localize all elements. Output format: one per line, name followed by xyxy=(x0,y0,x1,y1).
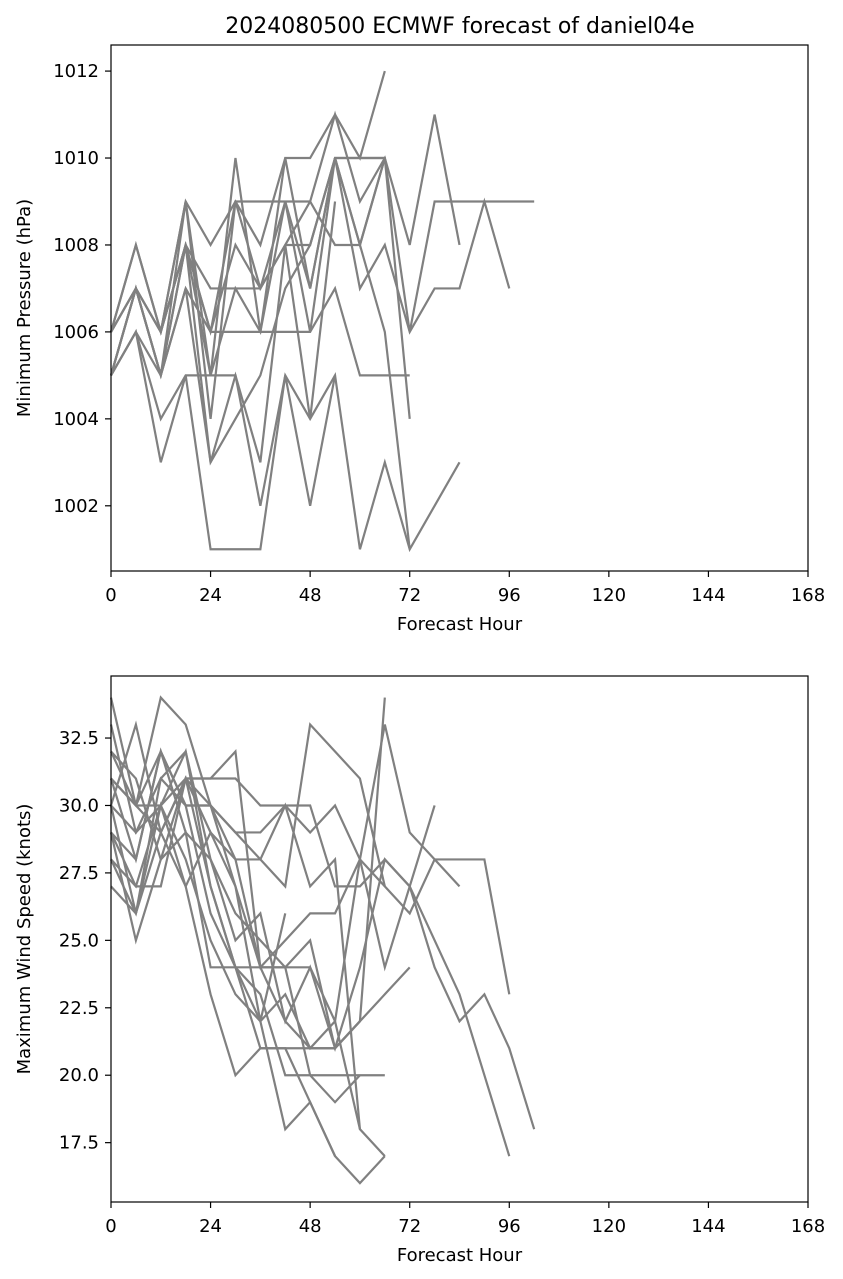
wind-y-tick-label: 30.0 xyxy=(59,795,99,816)
wind-y-tick-label: 25.0 xyxy=(59,930,99,951)
wind-y-tick-label: 20.0 xyxy=(59,1065,99,1086)
pressure-y-tick-label: 1002 xyxy=(53,496,99,517)
pressure-series-line-8 xyxy=(110,328,337,551)
pressure-y-tick-label: 1008 xyxy=(53,235,99,256)
wind-series-line-9 xyxy=(110,776,385,1077)
wind-series-line-10 xyxy=(110,749,361,1104)
pressure-series-line-12 xyxy=(109,156,385,466)
wind-series-line-6 xyxy=(110,722,386,889)
pressure-x-axis-label: Forecast Hour xyxy=(397,614,523,635)
chart-title: 2024080500 ECMWF forecast of daniel04e xyxy=(225,14,694,39)
pressure-y-tick-label: 1012 xyxy=(53,61,99,82)
wind-x-axis-label: Forecast Hour xyxy=(397,1245,523,1266)
wind-x-tick-label: 120 xyxy=(592,1216,626,1237)
wind-panel: 0 24 48 72 96 120 144 168 17.5 20.0 22.5 25.0 27.5 30… xyxy=(14,675,825,1266)
pressure-x-tick-label: 144 xyxy=(691,585,725,606)
wind-y-axis-label: Maximum Wind Speed (knots) xyxy=(14,804,35,1075)
wind-y-tick-label: 27.5 xyxy=(59,863,99,884)
pressure-series-line-5 xyxy=(110,157,411,550)
wind-series-line-16 xyxy=(110,829,287,1022)
wind-x-tick-label: 24 xyxy=(199,1216,222,1237)
wind-x-tick-label: 72 xyxy=(398,1216,421,1237)
pressure-x-tick-label: 48 xyxy=(299,585,322,606)
pressure-y-axis-label: Minimum Pressure (hPa) xyxy=(14,199,35,417)
wind-series-line-4 xyxy=(109,748,536,1130)
pressure-x-tick-label: 0 xyxy=(105,585,116,606)
wind-series-line-14 xyxy=(110,747,361,1051)
wind-x-tick-label: 144 xyxy=(691,1216,725,1237)
pressure-y-tick-label: 1010 xyxy=(53,148,99,169)
pressure-series-line-11 xyxy=(109,157,386,336)
pressure-x-tick-label: 168 xyxy=(791,585,825,606)
wind-x-tick-label: 96 xyxy=(498,1216,521,1237)
wind-x-tick-label: 48 xyxy=(299,1216,322,1237)
wind-y-tick-label: 32.5 xyxy=(59,728,99,749)
wind-x-tick-label: 0 xyxy=(105,1216,116,1237)
pressure-x-tick-label: 72 xyxy=(398,585,421,606)
pressure-axes-frame xyxy=(110,44,809,572)
wind-series-line-15 xyxy=(110,748,362,1130)
pressure-y-tick-label: 1004 xyxy=(53,409,99,430)
wind-y-tick-label: 17.5 xyxy=(59,1133,99,1154)
pressure-x-tick-label: 96 xyxy=(498,585,521,606)
pressure-x-tick-label: 120 xyxy=(592,585,626,606)
pressure-panel: 0 24 48 72 96 120 144 168 1002 1004 1006 1008 1010 10… xyxy=(14,44,825,635)
pressure-x-tick-label: 24 xyxy=(199,585,222,606)
wind-axes-frame xyxy=(110,675,809,1203)
wind-y-tick-label: 22.5 xyxy=(59,998,99,1019)
pressure-y-tick-label: 1006 xyxy=(53,322,99,343)
wind-x-tick-label: 168 xyxy=(791,1216,825,1237)
